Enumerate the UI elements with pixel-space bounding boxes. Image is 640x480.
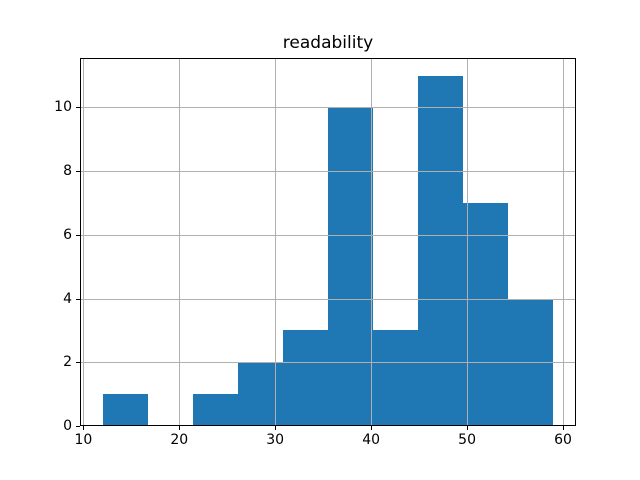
x-tick-mark: [467, 426, 469, 430]
histogram-bar: [373, 330, 419, 426]
x-gridline: [275, 58, 277, 426]
y-tick-mark: [76, 298, 80, 300]
x-gridline: [179, 58, 181, 426]
x-tick-label: 10: [74, 432, 93, 448]
y-gridline: [80, 298, 576, 300]
histogram-bar: [463, 203, 509, 426]
y-tick-label: 10: [54, 99, 72, 116]
y-gridline: [80, 362, 576, 364]
y-tick-mark: [76, 171, 80, 173]
y-tick-label: 2: [63, 354, 72, 371]
x-tick-mark: [179, 426, 181, 430]
histogram-bar: [328, 107, 374, 426]
y-tick-mark: [76, 234, 80, 236]
y-gridline: [80, 107, 576, 109]
y-tick-mark: [76, 362, 80, 364]
x-gridline: [563, 58, 564, 426]
x-tick-mark: [563, 426, 564, 430]
histogram-bar: [282, 330, 328, 426]
x-tick-label: 60: [554, 432, 572, 448]
x-gridline: [467, 58, 469, 426]
y-tick-label: 4: [63, 290, 72, 307]
y-gridline: [80, 171, 576, 173]
x-tick-label: 30: [266, 432, 285, 448]
histogram-bar: [418, 75, 464, 426]
x-tick-mark: [275, 426, 277, 430]
x-gridline: [371, 58, 373, 426]
x-tick-label: 50: [458, 432, 477, 448]
y-tick-mark: [76, 107, 80, 109]
histogram-bar: [192, 394, 238, 426]
x-gridline: [83, 58, 85, 426]
y-tick-label: 0: [63, 418, 72, 434]
y-tick-label: 6: [63, 226, 72, 243]
histogram-bar: [102, 394, 148, 426]
y-gridline: [80, 234, 576, 236]
x-tick-mark: [371, 426, 373, 430]
x-tick-label: 20: [170, 432, 189, 448]
y-tick-mark: [76, 426, 80, 427]
y-tick-label: 8: [63, 163, 72, 180]
chart-title: readability: [282, 33, 374, 53]
axes-frame: [80, 58, 576, 426]
histogram-bar: [508, 298, 554, 426]
x-tick-mark: [83, 426, 85, 430]
x-tick-label: 40: [362, 432, 381, 448]
